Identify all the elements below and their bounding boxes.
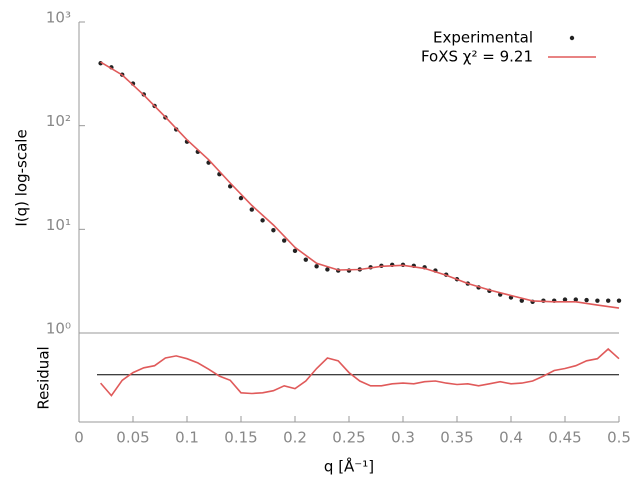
- x-tick-label: 0.25: [332, 429, 365, 447]
- x-tick-label: 0.4: [499, 429, 523, 447]
- data-point: [325, 267, 330, 272]
- x-tick-label: 0.45: [548, 429, 581, 447]
- data-point: [616, 298, 622, 303]
- y-tick-label: 10²: [46, 112, 71, 130]
- data-point: [238, 195, 244, 201]
- data-point: [249, 207, 254, 212]
- x-tick-label: 0.5: [607, 429, 631, 447]
- y-tick-label: 10⁰: [46, 320, 71, 338]
- data-point: [271, 228, 276, 233]
- residual-axis-label: Residual: [35, 346, 53, 409]
- data-point: [303, 257, 308, 262]
- data-point: [314, 264, 319, 269]
- legend-label: FoXS χ² = 9.21: [421, 48, 533, 66]
- data-point: [595, 298, 600, 303]
- data-line: [100, 61, 620, 309]
- y-tick-label: 10¹: [46, 216, 71, 234]
- data-point: [606, 298, 611, 303]
- data-point: [519, 298, 524, 303]
- x-axis-label: q [Å⁻¹]: [324, 457, 374, 476]
- data-point: [584, 297, 589, 303]
- data-point: [282, 238, 287, 243]
- y-axis-label: I(q) log-scale: [13, 129, 31, 226]
- legend-label: Experimental: [433, 29, 533, 47]
- legend-marker: [569, 35, 575, 41]
- x-tick-label: 0.1: [175, 429, 199, 447]
- x-tick-label: 0.35: [440, 429, 473, 447]
- y-tick-label: 10³: [46, 9, 71, 27]
- data-point: [562, 297, 568, 302]
- data-point: [292, 248, 298, 254]
- x-tick-label: 0.3: [391, 429, 415, 447]
- x-tick-label: 0.15: [224, 429, 257, 447]
- data-point: [260, 218, 265, 223]
- data-line: [99, 347, 620, 397]
- x-tick-label: 0: [74, 429, 84, 447]
- data-point: [573, 297, 578, 302]
- x-tick-label: 0.05: [116, 429, 149, 447]
- x-tick-label: 0.2: [283, 429, 307, 447]
